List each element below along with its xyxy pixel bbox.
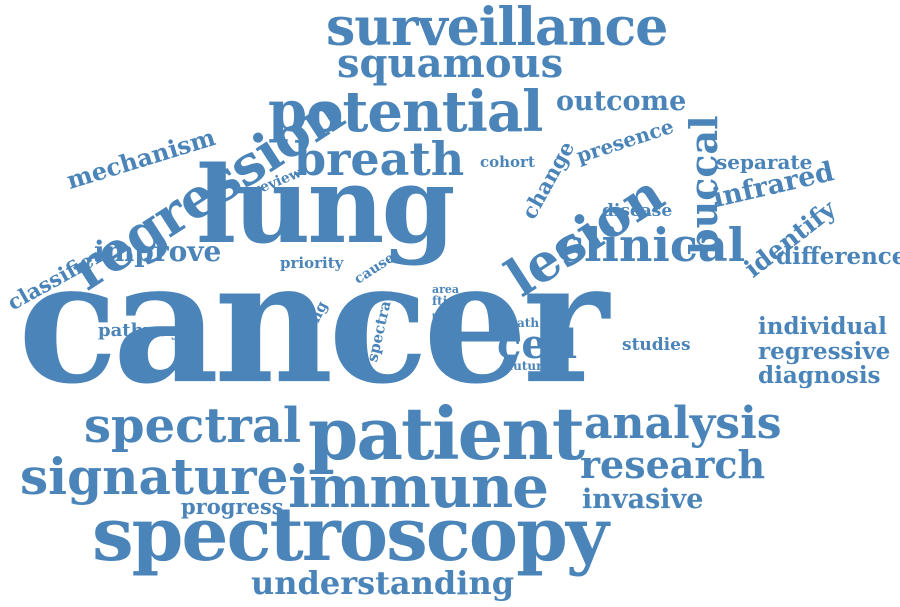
word-separate: separate bbox=[716, 150, 813, 174]
word-immune: immune bbox=[288, 453, 549, 521]
word-cell: cell bbox=[497, 321, 578, 368]
word-disease: disease bbox=[602, 201, 673, 221]
word-patient: patient bbox=[308, 391, 585, 476]
word-signature: signature bbox=[20, 447, 289, 506]
word-test: test bbox=[432, 311, 449, 321]
word-pathway: pathway bbox=[98, 320, 182, 341]
word-presence: presence bbox=[573, 113, 677, 168]
word-future: future bbox=[508, 359, 551, 373]
word-studies: studies bbox=[622, 335, 691, 355]
word-potential: potential bbox=[268, 79, 543, 145]
word-priority: priority bbox=[280, 254, 344, 272]
word-breath: breath bbox=[294, 132, 465, 186]
word-squamous: squamous bbox=[337, 40, 564, 87]
word-individual: individual bbox=[758, 313, 887, 340]
word-surveillance: surveillance bbox=[326, 0, 668, 58]
word-ftir: ftir bbox=[432, 294, 454, 308]
word-regressive: regressive bbox=[758, 338, 891, 365]
word-cancer: cancer bbox=[18, 222, 609, 422]
word-area: area bbox=[432, 283, 460, 296]
word-diagnosis: diagnosis bbox=[758, 362, 881, 389]
word-spectral: spectral bbox=[84, 398, 302, 454]
word-outcome: outcome bbox=[556, 86, 687, 117]
word-difference: difference bbox=[776, 243, 900, 270]
word-understanding: understanding bbox=[251, 564, 515, 602]
word-invasive: invasive bbox=[582, 484, 704, 515]
word-improve: improve bbox=[94, 235, 222, 268]
word-clinical: clinical bbox=[556, 218, 746, 272]
word-progress: progress bbox=[181, 494, 284, 519]
word-spectroscopy: spectroscopy bbox=[92, 492, 609, 578]
word-research: research bbox=[580, 442, 766, 487]
word-analysis: analysis bbox=[584, 398, 782, 449]
word-cohort: cohort bbox=[480, 153, 535, 171]
word-death: death bbox=[501, 316, 540, 330]
word-lung: lung bbox=[196, 142, 456, 267]
